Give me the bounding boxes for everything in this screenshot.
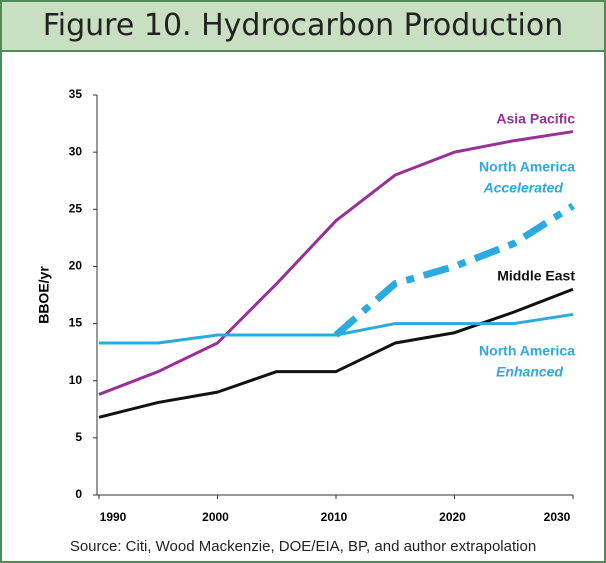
series-label: Middle East — [497, 268, 575, 284]
x-tick-label: 2020 — [439, 510, 466, 524]
source-note: Source: Citi, Wood Mackenzie, DOE/EIA, B… — [69, 538, 537, 555]
y-axis-label: BBOE/yr — [36, 266, 52, 324]
y-tick-label: 10 — [69, 373, 83, 387]
series-label: North America — [479, 343, 575, 359]
series-line — [333, 202, 575, 338]
y-tick-label: 15 — [69, 316, 83, 330]
y-tick-label: 0 — [75, 487, 82, 501]
y-tick-label: 30 — [69, 144, 83, 158]
chart-title: Figure 10. Hydrocarbon Production — [2, 2, 604, 52]
y-tick-label: 20 — [69, 259, 83, 273]
x-tick-label: 2000 — [202, 510, 229, 524]
series-line — [99, 312, 574, 345]
y-tick-label: 5 — [75, 430, 82, 444]
series-label-variant: Enhanced — [496, 364, 563, 380]
series-label: Asia Pacific — [496, 111, 575, 127]
x-tick-label: 2010 — [321, 510, 348, 524]
series-line — [98, 287, 574, 419]
y-tick-label: 35 — [69, 87, 83, 101]
y-tick-label: 25 — [69, 201, 83, 215]
series-line — [98, 130, 574, 396]
series-label: North America — [479, 159, 575, 175]
x-tick-label: 1990 — [100, 510, 127, 524]
x-tick-label: 2030 — [544, 510, 571, 524]
series-label-variant: Accelerated — [483, 180, 564, 196]
